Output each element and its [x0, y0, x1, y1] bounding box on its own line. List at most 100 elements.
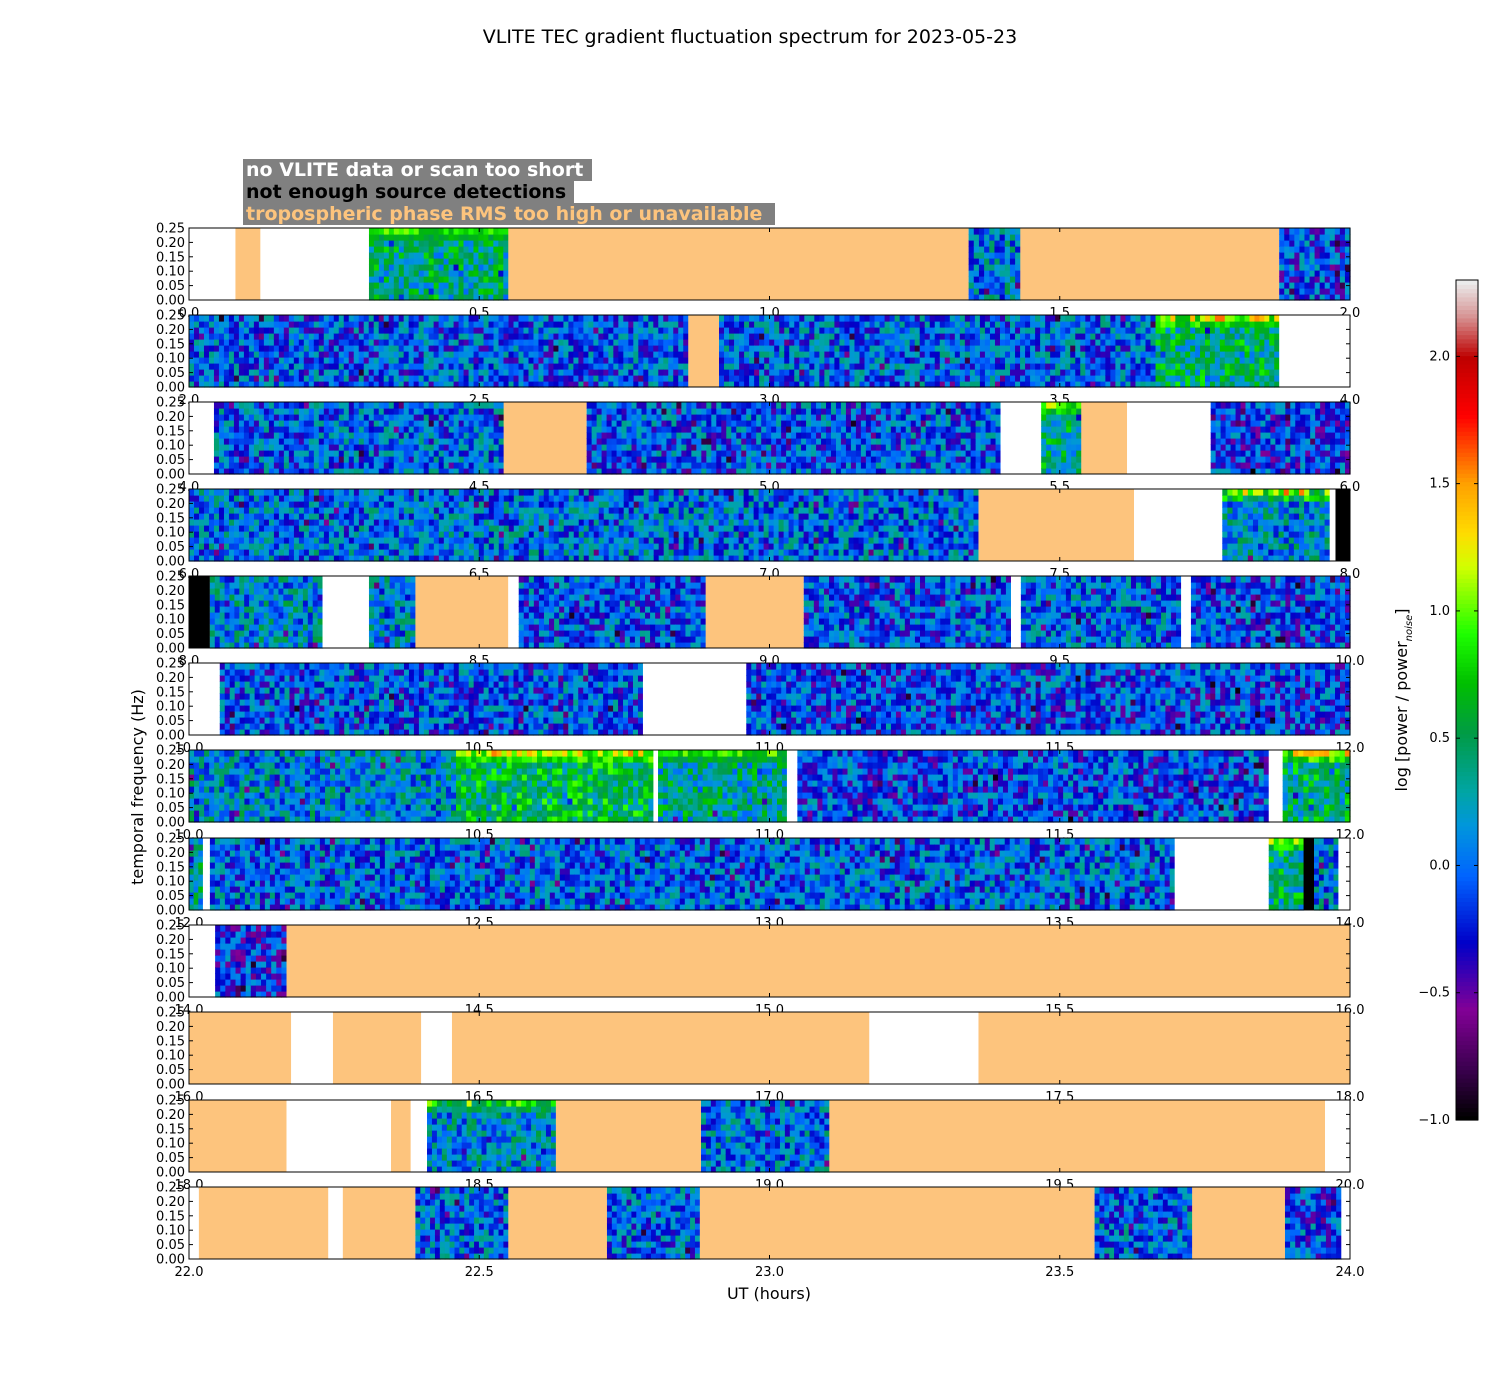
spectrum-cell [719, 339, 725, 346]
spectrum-cell [751, 426, 757, 433]
spectrum-cell [434, 432, 440, 439]
spectrum-cell [1190, 339, 1196, 346]
spectrum-cell [334, 408, 340, 415]
spectrum-cell [394, 234, 400, 241]
spectrum-cell [658, 369, 664, 376]
spectrum-cell [1225, 321, 1231, 328]
spectrum-cell [836, 420, 842, 427]
spectrum-cell [259, 363, 265, 370]
spectrum-cell [274, 438, 280, 445]
spectrum-cell [489, 351, 495, 358]
spectrum-cell [764, 333, 770, 340]
spectrum-cell [204, 375, 210, 382]
spectrum-cell [951, 462, 957, 469]
spectrum-cell [1080, 351, 1086, 358]
spectrum-cell [1235, 315, 1241, 322]
spectrum-cell [359, 339, 365, 346]
spectrum-cell [774, 333, 780, 340]
spectrum-cell [851, 426, 857, 433]
spectrum-cell [1045, 363, 1051, 370]
spectrum-cell [509, 357, 515, 364]
spectrum-cell [404, 264, 410, 271]
spectrum-cell [627, 408, 633, 415]
spectrum-cell [759, 339, 765, 346]
y-tick-label: 0.20 [156, 323, 185, 338]
spectrum-cell [344, 315, 350, 322]
spectrum-cell [990, 327, 996, 334]
spectrum-cell [359, 375, 365, 382]
spectrum-cell [643, 327, 649, 334]
spectrum-cell [414, 363, 420, 370]
spectrum-cell [299, 432, 305, 439]
spectrum-cell [856, 450, 862, 457]
spectrum-cell [724, 321, 730, 328]
spectrum-cell [329, 315, 335, 322]
spectrum-cell [409, 420, 415, 427]
spectrum-cell [844, 345, 850, 352]
spectrum-cell [578, 375, 584, 382]
spectrum-cell [744, 369, 750, 376]
spectrum-cell [673, 333, 679, 340]
spectrum-cell [990, 351, 996, 358]
spectrum-cell [379, 252, 385, 259]
spectrum-cell [224, 375, 230, 382]
spectrum-cell [269, 456, 275, 463]
spectrum-cell [794, 321, 800, 328]
spectrum-cell [726, 414, 732, 421]
spectrum-cell [668, 321, 674, 328]
spectrum-cell [643, 369, 649, 376]
spectrum-cell [1205, 315, 1211, 322]
spectrum-cell [533, 357, 539, 364]
spectrum-cell [533, 333, 539, 340]
spectrum-cell [676, 432, 682, 439]
spectrum-cell [739, 369, 745, 376]
spectrum-cell [816, 456, 822, 463]
spectrum-cell [891, 438, 897, 445]
spectrum-cell [921, 420, 927, 427]
spectrum-cell [1310, 252, 1316, 259]
spectrum-cell [622, 426, 628, 433]
spectrum-cell [976, 432, 982, 439]
spectrum-cell [244, 363, 250, 370]
spectrum-cell [686, 432, 692, 439]
spectrum-cell [721, 462, 727, 469]
spectrum-cell [849, 333, 855, 340]
spectrum-cell [289, 414, 295, 421]
spectrum-cell [1146, 351, 1152, 358]
spectrum-cell [799, 351, 805, 358]
spectrum-cell [985, 375, 991, 382]
spectrum-cell [1105, 333, 1111, 340]
spectrum-cell [1000, 282, 1006, 289]
spectrum-cell [930, 345, 936, 352]
spectrum-cell [960, 375, 966, 382]
spectrum-cell [364, 333, 370, 340]
spectrum-cell [1215, 375, 1221, 382]
spectrum-cell [324, 351, 330, 358]
spectrum-cell [543, 363, 549, 370]
spectrum-cell [419, 456, 425, 463]
spectrum-cell [975, 321, 981, 328]
spectrum-cell [563, 375, 569, 382]
spectrum-cell [434, 321, 440, 328]
spectrum-cell [969, 270, 975, 277]
spectrum-cell [414, 426, 420, 433]
spectrum-cell [1165, 345, 1171, 352]
spectrum-cell [214, 333, 220, 340]
spectrum-cell [746, 438, 752, 445]
spectrum-cell [587, 438, 593, 445]
spectrum-cell [1080, 339, 1086, 346]
spectrum-cell [1269, 339, 1275, 346]
spectrum-cell [464, 321, 470, 328]
spectrum-cell [219, 327, 225, 334]
spectrum-cell [444, 408, 450, 415]
spectrum-cell [951, 432, 957, 439]
spectrum-cell [628, 333, 634, 340]
spectrum-cell [449, 408, 455, 415]
spectrum-cell [274, 456, 280, 463]
spectrum-cell [269, 375, 275, 382]
spectrum-cell [474, 345, 480, 352]
spectrum-cell [627, 426, 633, 433]
spectrum-cell [568, 363, 574, 370]
spectrum-cell [474, 444, 480, 451]
spectrum-cell [819, 369, 825, 376]
